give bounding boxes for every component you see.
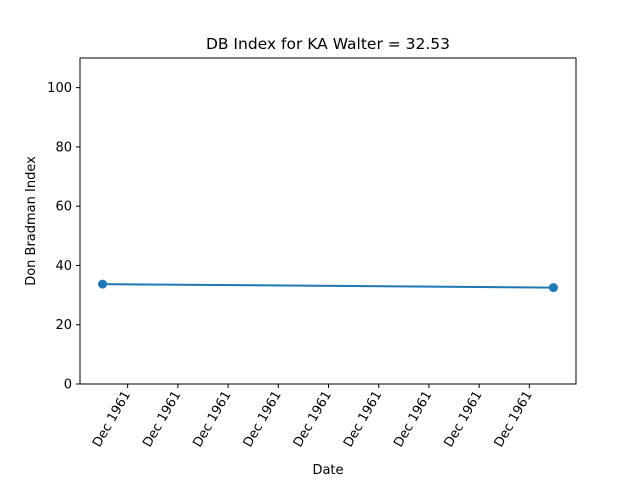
- y-tick-label: 100: [47, 81, 72, 96]
- data-point: [548, 283, 558, 293]
- x-tick-label: Dec 1961: [391, 389, 435, 451]
- x-axis: Dec 1961 Dec 1961 Dec 1961 Dec 1961 Dec 1961…: [90, 384, 536, 450]
- x-tick-label: Dec 1961: [241, 389, 285, 451]
- y-tick-label: 80: [55, 140, 72, 155]
- y-tick-label: 40: [55, 259, 72, 274]
- series-line: [102, 283, 554, 289]
- plot-frame: [79, 57, 577, 385]
- y-tick-label: 60: [55, 200, 72, 215]
- y-axis-title: Don Bradman Index: [24, 156, 39, 286]
- y-tick-label: 20: [55, 318, 72, 333]
- y-axis: 0 20 40 60 80 100: [47, 81, 80, 393]
- x-tick-label: Dec 1961: [140, 389, 184, 451]
- x-tick-label: Dec 1961: [90, 389, 134, 451]
- x-tick-label: Dec 1961: [492, 389, 536, 451]
- data-point: [98, 279, 108, 289]
- chart-title: DB Index for KA Walter = 32.53: [206, 35, 450, 53]
- x-tick-label: Dec 1961: [190, 389, 234, 451]
- x-axis-title: Date: [312, 463, 343, 478]
- x-tick-label: Dec 1961: [341, 389, 385, 451]
- x-tick-label: Dec 1961: [291, 389, 335, 451]
- x-tick-label: Dec 1961: [441, 389, 485, 451]
- plot-area: [79, 57, 577, 385]
- y-tick-label: 0: [64, 378, 72, 393]
